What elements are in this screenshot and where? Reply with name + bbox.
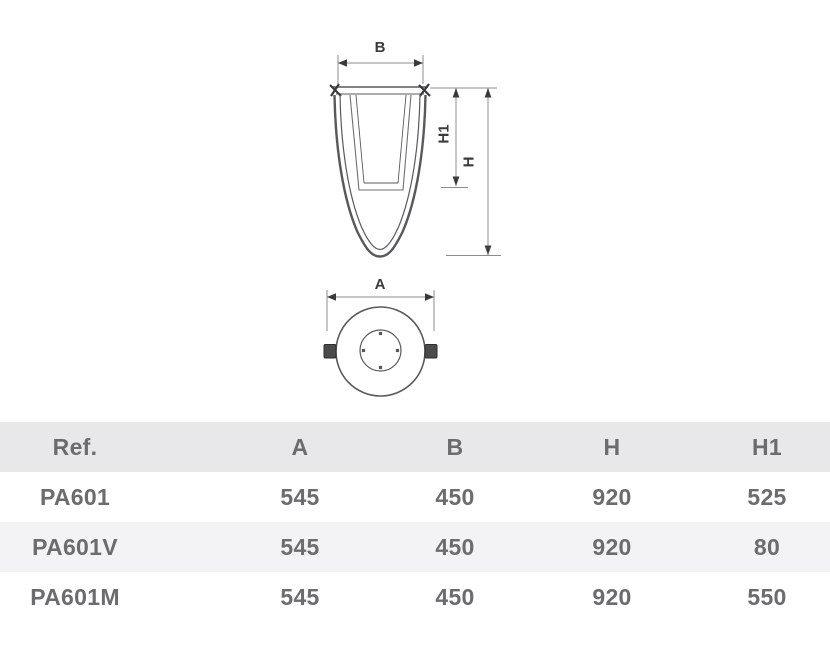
alignment-dot-south — [378, 365, 383, 370]
insert-outline — [349, 94, 412, 191]
table-header-row: Ref. A B H H1 — [0, 422, 830, 472]
dimension-a: A — [326, 276, 435, 331]
column-header-h: H — [603, 434, 621, 460]
arrowhead-right — [414, 59, 423, 67]
table-row: PA601M 545 450 920 550 — [0, 572, 830, 622]
alignment-dot-west — [361, 348, 366, 353]
alignment-dot-north — [378, 331, 383, 336]
cell-b: 450 — [435, 534, 475, 560]
cell-h1: 550 — [747, 584, 787, 610]
arrowhead-up — [484, 88, 492, 98]
planting-insert — [349, 94, 412, 191]
column-header-a: A — [291, 434, 309, 460]
cell-ref: PA601 — [39, 484, 111, 510]
dimension-label-b: B — [375, 39, 386, 56]
cell-h1: 525 — [747, 484, 787, 510]
arrowhead-down — [484, 245, 492, 255]
arrowhead-right — [425, 293, 434, 301]
side-tab-right — [424, 344, 438, 359]
arrowhead-left — [327, 293, 336, 301]
cell-ref: PA601M — [30, 584, 120, 610]
column-header-ref: Ref. — [52, 434, 98, 460]
planter-inner-wall — [339, 94, 421, 251]
table-row: PA601 545 450 920 525 — [0, 472, 830, 522]
arrowhead-down — [452, 176, 460, 186]
planter-rim — [329, 83, 431, 97]
dimension-b: B — [337, 39, 424, 84]
arrowhead-up — [452, 88, 460, 98]
cell-a: 545 — [280, 584, 320, 610]
cell-h: 920 — [592, 584, 632, 610]
cell-h: 920 — [592, 534, 632, 560]
dimension-h: H — [446, 88, 501, 256]
rim-corner-mark-left — [329, 83, 342, 97]
table-row: PA601V 545 450 920 80 — [0, 522, 830, 572]
arrowhead-left — [338, 59, 347, 67]
planter-outer-wall — [333, 94, 427, 258]
cell-b: 450 — [435, 484, 475, 510]
cell-b: 450 — [435, 584, 475, 610]
front-view: B — [329, 39, 501, 258]
rim-corner-mark-right — [418, 83, 431, 97]
outer-rim-circle — [335, 306, 426, 397]
dimension-label-a: A — [375, 276, 386, 293]
spec-table: Ref. A B H H1 PA601 545 450 920 525 PA60… — [0, 422, 830, 622]
dimension-label-h: H — [461, 157, 478, 168]
alignment-dot-east — [395, 348, 400, 353]
dimension-diagram: B — [323, 39, 501, 397]
cell-a: 545 — [280, 484, 320, 510]
column-header-b: B — [446, 434, 464, 460]
cell-a: 545 — [280, 534, 320, 560]
cell-h: 920 — [592, 484, 632, 510]
column-header-h1: H1 — [751, 434, 782, 460]
cell-ref: PA601V — [32, 534, 118, 560]
inner-opening-circle — [359, 329, 402, 372]
cell-h1: 80 — [753, 534, 781, 560]
side-tab-left — [323, 344, 337, 359]
dimension-h1: H1 — [430, 87, 497, 188]
top-view: A — [323, 276, 438, 397]
insert-inner-lines — [355, 94, 407, 184]
dimension-label-h1: H1 — [436, 124, 453, 143]
